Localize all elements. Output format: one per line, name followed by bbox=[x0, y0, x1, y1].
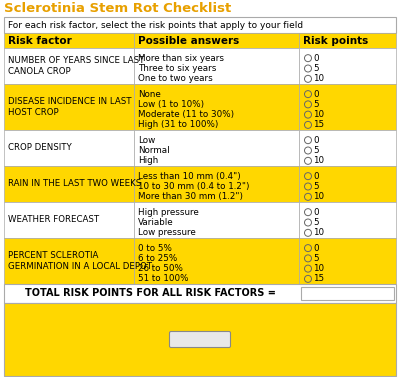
Bar bbox=[299, 84, 396, 130]
Text: NUMBER OF YEARS SINCE LAST
CANOLA CROP: NUMBER OF YEARS SINCE LAST CANOLA CROP bbox=[8, 56, 144, 76]
Text: Three to six years: Three to six years bbox=[138, 64, 216, 73]
Text: 0: 0 bbox=[313, 136, 319, 145]
Circle shape bbox=[304, 90, 312, 98]
Text: 5: 5 bbox=[313, 182, 319, 191]
Text: DISEASE INCIDENCE IN LAST
HOST CROP: DISEASE INCIDENCE IN LAST HOST CROP bbox=[8, 97, 132, 117]
Circle shape bbox=[304, 137, 312, 144]
Text: PERCENT SCLEROTIA
GERMINATION IN A LOCAL DEPOT: PERCENT SCLEROTIA GERMINATION IN A LOCAL… bbox=[8, 251, 152, 271]
Bar bbox=[299, 166, 396, 202]
Text: 26 to 50%: 26 to 50% bbox=[138, 264, 183, 273]
Text: 5: 5 bbox=[313, 254, 319, 263]
Bar bbox=[4, 166, 134, 202]
Text: Risk points: Risk points bbox=[303, 35, 368, 46]
Bar bbox=[4, 17, 396, 33]
Text: Less than 10 mm (0.4"): Less than 10 mm (0.4") bbox=[138, 172, 241, 181]
Text: 51 to 100%: 51 to 100% bbox=[138, 274, 188, 284]
Bar bbox=[299, 238, 396, 284]
Text: One to two years: One to two years bbox=[138, 74, 213, 83]
Bar bbox=[4, 48, 134, 84]
Text: 10: 10 bbox=[313, 156, 324, 166]
Text: 10 to 30 mm (0.4 to 1.2"): 10 to 30 mm (0.4 to 1.2") bbox=[138, 182, 250, 191]
Text: WEATHER FORECAST: WEATHER FORECAST bbox=[8, 216, 99, 224]
Text: 0: 0 bbox=[313, 90, 319, 99]
Circle shape bbox=[304, 265, 312, 272]
Circle shape bbox=[304, 183, 312, 190]
Circle shape bbox=[304, 255, 312, 262]
Text: High: High bbox=[138, 156, 158, 166]
Text: 6 to 25%: 6 to 25% bbox=[138, 254, 177, 263]
Text: RAIN IN THE LAST TWO WEEKS: RAIN IN THE LAST TWO WEEKS bbox=[8, 179, 141, 188]
Bar bbox=[134, 130, 299, 166]
Text: More than six years: More than six years bbox=[138, 54, 224, 63]
Bar bbox=[299, 202, 396, 238]
Bar bbox=[299, 130, 396, 166]
Text: Low: Low bbox=[138, 136, 155, 145]
Circle shape bbox=[304, 147, 312, 154]
Bar bbox=[4, 202, 134, 238]
Bar bbox=[134, 84, 299, 130]
Text: 10: 10 bbox=[313, 228, 324, 238]
Circle shape bbox=[304, 245, 312, 251]
Text: None: None bbox=[138, 90, 161, 99]
Bar bbox=[134, 33, 299, 48]
Circle shape bbox=[304, 229, 312, 236]
Bar bbox=[134, 202, 299, 238]
Circle shape bbox=[304, 173, 312, 180]
Bar bbox=[4, 284, 396, 303]
Text: 10: 10 bbox=[313, 74, 324, 83]
Text: Reset Form: Reset Form bbox=[174, 335, 226, 344]
FancyBboxPatch shape bbox=[170, 331, 230, 348]
Text: 10: 10 bbox=[313, 192, 324, 201]
Circle shape bbox=[304, 193, 312, 200]
Text: Low (1 to 10%): Low (1 to 10%) bbox=[138, 100, 204, 109]
Circle shape bbox=[304, 121, 312, 129]
Text: 0: 0 bbox=[313, 244, 319, 253]
Bar bbox=[4, 238, 134, 284]
Text: CROP DENSITY: CROP DENSITY bbox=[8, 144, 72, 153]
Circle shape bbox=[304, 208, 312, 216]
Text: 0: 0 bbox=[313, 172, 319, 181]
Bar bbox=[299, 48, 396, 84]
Circle shape bbox=[304, 75, 312, 82]
Text: 10: 10 bbox=[313, 264, 324, 273]
Bar bbox=[4, 130, 134, 166]
Text: Risk factor: Risk factor bbox=[8, 35, 72, 46]
Text: 5: 5 bbox=[313, 64, 319, 73]
Circle shape bbox=[304, 275, 312, 282]
Circle shape bbox=[304, 65, 312, 72]
Text: 5: 5 bbox=[313, 100, 319, 109]
Text: Moderate (11 to 30%): Moderate (11 to 30%) bbox=[138, 110, 234, 119]
Text: Low pressure: Low pressure bbox=[138, 228, 196, 238]
Text: 15: 15 bbox=[313, 120, 324, 129]
Text: 0: 0 bbox=[313, 54, 319, 63]
Circle shape bbox=[304, 111, 312, 118]
Bar bbox=[299, 33, 396, 48]
Text: High pressure: High pressure bbox=[138, 208, 199, 217]
Text: For each risk factor, select the risk points that apply to your field: For each risk factor, select the risk po… bbox=[8, 20, 303, 29]
Bar bbox=[4, 303, 396, 376]
Bar bbox=[134, 238, 299, 284]
Text: Possible answers: Possible answers bbox=[138, 35, 239, 46]
Text: Normal: Normal bbox=[138, 146, 170, 155]
Circle shape bbox=[304, 101, 312, 108]
Text: Variable: Variable bbox=[138, 218, 174, 227]
Text: 0 to 5%: 0 to 5% bbox=[138, 244, 172, 253]
Circle shape bbox=[304, 219, 312, 226]
Text: More than 30 mm (1.2"): More than 30 mm (1.2") bbox=[138, 192, 243, 201]
Bar bbox=[4, 33, 134, 48]
Bar bbox=[4, 84, 134, 130]
Text: High (31 to 100%): High (31 to 100%) bbox=[138, 120, 218, 129]
Text: 10: 10 bbox=[313, 110, 324, 119]
Text: Sclerotinia Stem Rot Checklist: Sclerotinia Stem Rot Checklist bbox=[4, 3, 231, 15]
Text: 0: 0 bbox=[313, 208, 319, 217]
Text: TOTAL RISK POINTS FOR ALL RISK FACTORS =: TOTAL RISK POINTS FOR ALL RISK FACTORS = bbox=[25, 288, 276, 299]
Circle shape bbox=[304, 157, 312, 164]
Bar bbox=[134, 166, 299, 202]
Text: 15: 15 bbox=[313, 274, 324, 284]
Bar bbox=[134, 48, 299, 84]
Text: 5: 5 bbox=[313, 218, 319, 227]
Bar bbox=[301, 287, 394, 300]
Circle shape bbox=[304, 55, 312, 62]
Text: 5: 5 bbox=[313, 146, 319, 155]
